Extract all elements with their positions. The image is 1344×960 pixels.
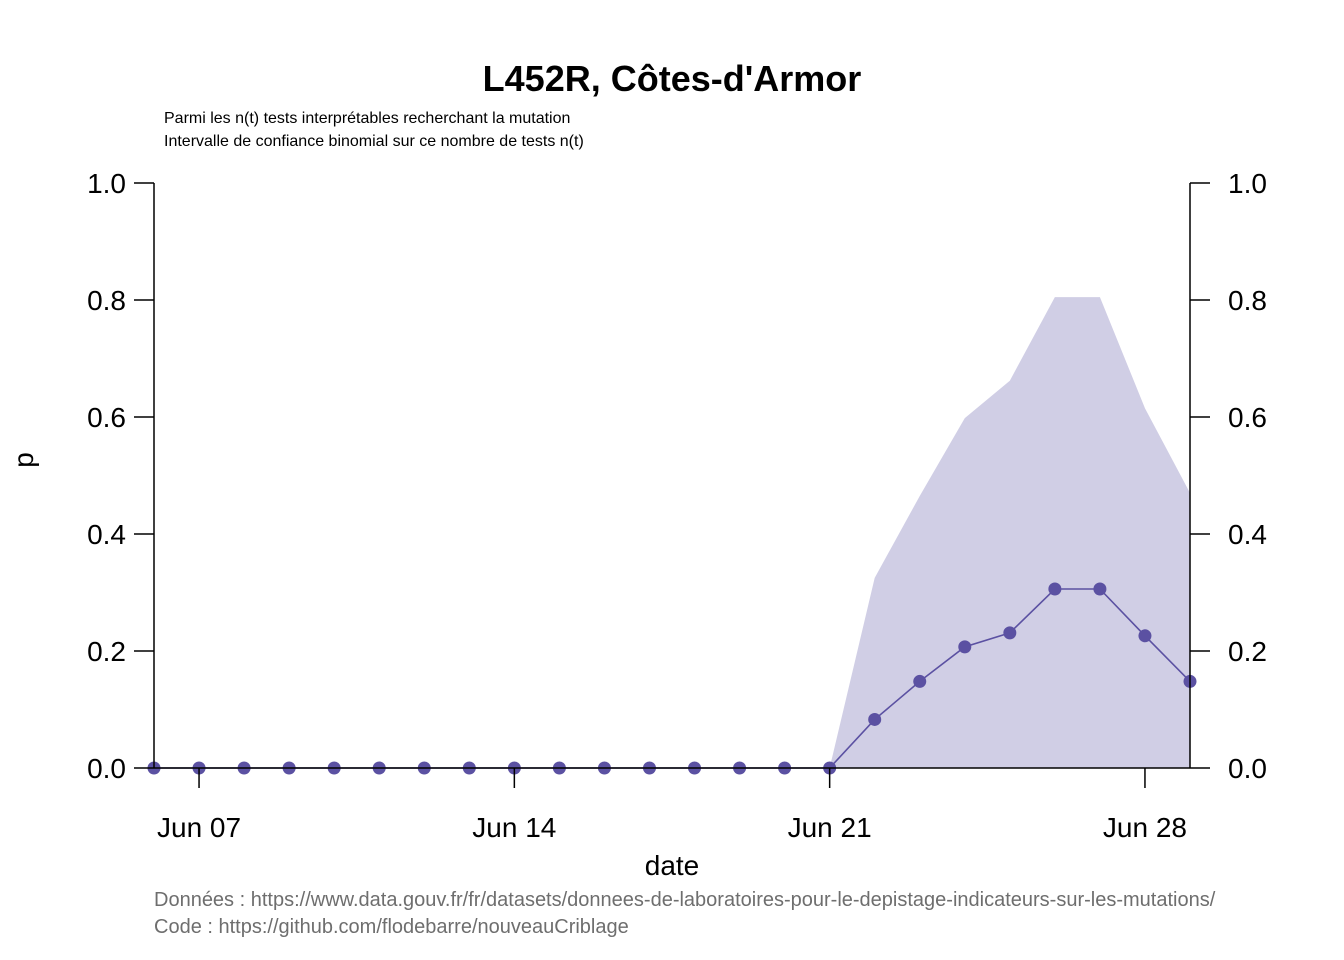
chart-subtitle-line-2: Intervalle de confiance binomial sur ce … <box>164 133 584 150</box>
y-tick-label-right: 0.6 <box>1228 402 1267 433</box>
confidence-band <box>154 297 1190 768</box>
chart-subtitle-line-1: Parmi les n(t) tests interprétables rech… <box>164 110 570 127</box>
y-axis-label: p <box>8 452 39 468</box>
y-tick-label-left: 0.4 <box>87 519 126 550</box>
axes: 0.0 0.0 0.2 0.2 0.4 0.4 0.6 0.6 0.8 0.8 1.0 1.0 Jun … <box>87 168 1267 843</box>
y-tick-label-left: 0.0 <box>87 753 126 784</box>
y-tick-label-right: 0.8 <box>1228 285 1267 316</box>
x-tick-label: Jun 21 <box>788 812 872 843</box>
y-tick-label-right: 1.0 <box>1228 168 1267 199</box>
plot-area <box>147 297 1197 775</box>
source-code-line: Code : https://github.com/flodebarre/nou… <box>154 916 629 938</box>
x-axis-label: date <box>645 850 700 881</box>
y-tick-label-left: 0.8 <box>87 285 126 316</box>
y-tick-label-left: 0.2 <box>87 636 126 667</box>
data-point <box>958 640 972 654</box>
y-tick-label-right: 0.2 <box>1228 636 1267 667</box>
data-point <box>868 712 882 726</box>
data-point <box>1048 582 1062 596</box>
source-data-line: Données : https://www.data.gouv.fr/fr/da… <box>154 889 1216 911</box>
y-tick-label-left: 0.6 <box>87 402 126 433</box>
x-tick-label: Jun 28 <box>1103 812 1187 843</box>
chart-title: L452R, Côtes-d'Armor <box>483 58 862 99</box>
data-point <box>913 674 927 688</box>
y-tick-label-right: 0.4 <box>1228 519 1267 550</box>
x-tick-label: Jun 14 <box>472 812 556 843</box>
y-tick-label-left: 1.0 <box>87 168 126 199</box>
data-point <box>1093 582 1107 596</box>
y-tick-label-right: 0.0 <box>1228 753 1267 784</box>
x-tick-label: Jun 07 <box>157 812 241 843</box>
data-point <box>1003 626 1017 640</box>
data-point <box>1138 629 1152 643</box>
